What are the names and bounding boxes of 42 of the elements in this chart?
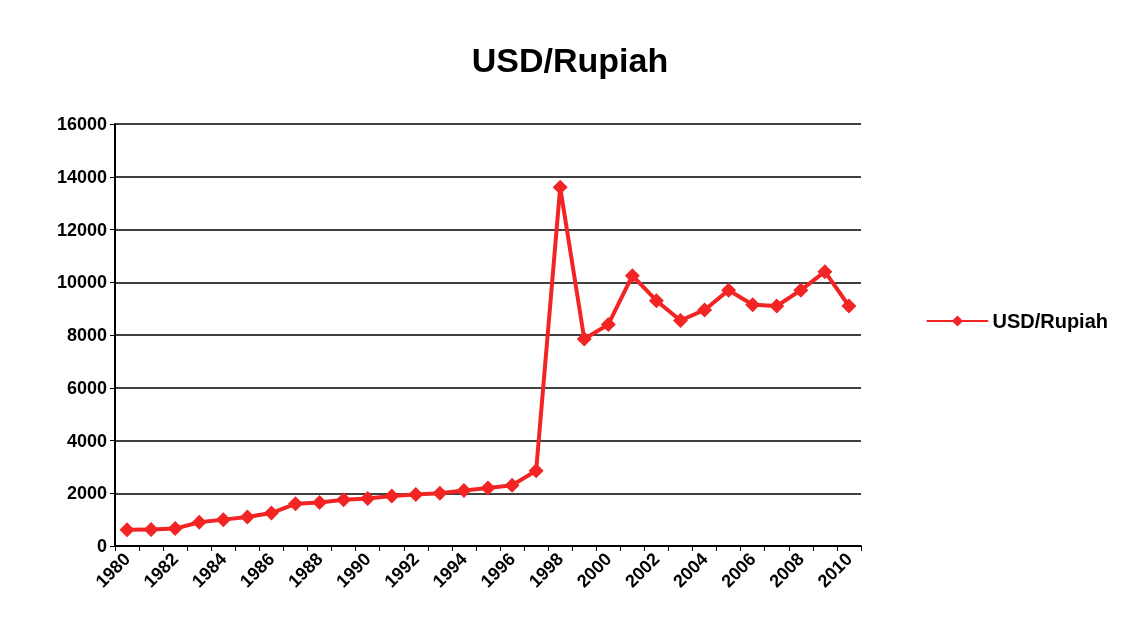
point <box>215 512 231 528</box>
point <box>432 485 448 501</box>
point <box>721 282 737 298</box>
point <box>552 179 568 195</box>
chart-title: USD/Rupiah <box>471 41 669 79</box>
point <box>312 494 328 510</box>
point <box>600 316 616 332</box>
y-tick-label: 10000 <box>56 272 107 293</box>
legend-label: USD/Rupiah <box>992 310 1109 332</box>
point <box>408 487 424 503</box>
point <box>119 522 135 538</box>
point <box>841 298 857 314</box>
point <box>480 480 496 496</box>
point <box>239 509 255 525</box>
point <box>287 496 303 512</box>
point <box>624 268 640 284</box>
point <box>456 483 472 499</box>
point <box>263 505 279 521</box>
point <box>191 514 207 530</box>
point <box>576 331 592 347</box>
point <box>793 282 809 298</box>
y-tick-label: 0 <box>96 536 107 556</box>
point <box>648 293 664 309</box>
point <box>745 297 761 313</box>
point <box>673 312 689 328</box>
point <box>769 298 785 314</box>
point <box>697 302 713 318</box>
y-tick-label: 4000 <box>66 430 107 451</box>
point <box>528 463 544 479</box>
y-tick-label: 12000 <box>56 219 107 240</box>
y-tick-label: 16000 <box>56 114 107 134</box>
point <box>167 521 183 537</box>
y-tick-label: 14000 <box>56 166 107 187</box>
point <box>817 264 833 280</box>
point <box>360 491 376 507</box>
point <box>504 477 520 493</box>
y-tick-label: 2000 <box>66 483 107 504</box>
point <box>336 492 352 508</box>
y-tick-label: 6000 <box>66 377 107 398</box>
point <box>384 488 400 504</box>
y-tick-label: 8000 <box>66 325 107 345</box>
point <box>143 521 159 537</box>
